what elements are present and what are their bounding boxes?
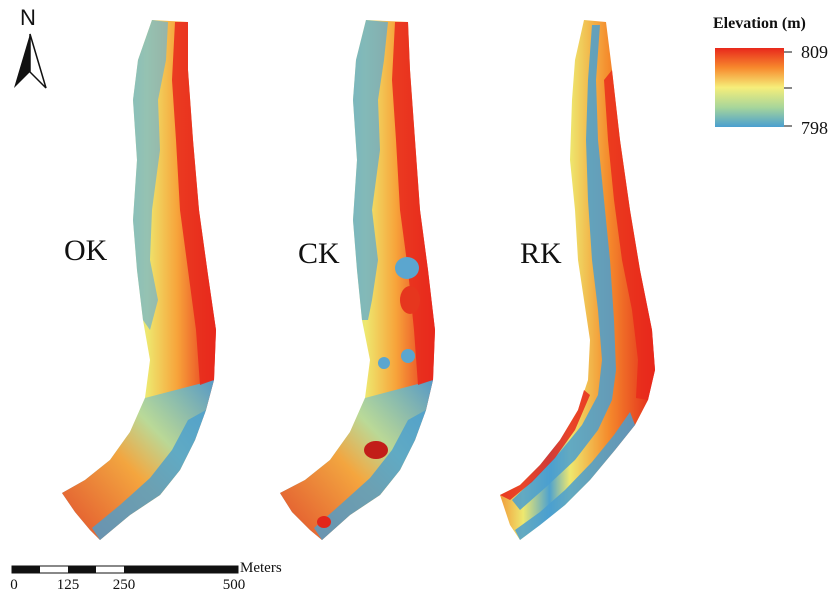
panel-label-ck: CK: [298, 237, 340, 270]
channel-ck-south-low: [314, 410, 426, 540]
scour-pool-4: [378, 357, 390, 369]
north-arrow-icon: [14, 33, 47, 89]
legend-min-value: 798: [801, 118, 828, 138]
channel-ck-lower: [280, 380, 433, 540]
scale-tick-500: 500: [222, 577, 246, 593]
channel-rk-south-low: [515, 412, 635, 540]
channel-ck-west-low: [353, 20, 388, 320]
legend-color-ramp: [715, 48, 784, 127]
panel-rk: [500, 20, 655, 540]
channel-ok-east-high: [172, 22, 216, 385]
panel-ok: [62, 20, 216, 540]
channel-ok-lower: [62, 380, 214, 540]
channel-ok-west-low: [133, 20, 168, 330]
scour-pool-5: [364, 441, 388, 459]
scale-tick-250: 250: [112, 577, 136, 593]
scour-pool-6: [317, 516, 331, 528]
channel-rk-thalweg: [512, 25, 616, 510]
scale-segment-5: [124, 566, 238, 573]
channel-ok-south-low: [92, 410, 206, 540]
scale-segment-1: [12, 566, 40, 573]
scale-tick-125: 125: [56, 577, 80, 593]
scale-tick-0: 0: [10, 577, 18, 593]
scour-pool-3: [401, 349, 415, 363]
scour-pool-1: [395, 257, 419, 279]
channel-rk-east-high: [604, 70, 655, 400]
scale-units-label: Meters: [240, 560, 282, 576]
panel-label-rk: RK: [520, 237, 562, 270]
scale-bar: [11, 565, 239, 574]
channel-ck-east-high: [392, 22, 435, 385]
panel-label-ok: OK: [64, 234, 108, 267]
channel-rk-west-high: [500, 390, 590, 500]
scale-segment-3: [68, 566, 96, 573]
north-label: N: [20, 5, 36, 30]
panel-ck: [280, 20, 435, 540]
legend-title: Elevation (m): [713, 15, 806, 32]
scour-pool-2: [400, 286, 420, 314]
legend-max-value: 809: [801, 42, 828, 62]
